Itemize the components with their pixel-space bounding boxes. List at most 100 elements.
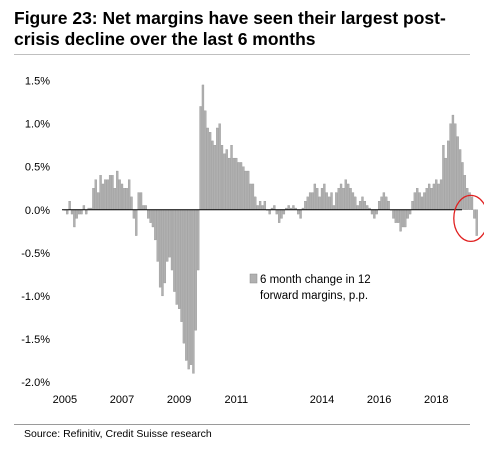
bar [230, 145, 233, 210]
bar [311, 192, 314, 210]
bar [137, 192, 140, 210]
bar [70, 209, 74, 215]
bar [425, 188, 428, 210]
bar [127, 179, 131, 210]
bar [408, 209, 412, 215]
bar [316, 188, 319, 210]
bar [85, 209, 88, 215]
x-tick-label: 2005 [53, 394, 77, 406]
title-divider [14, 54, 470, 55]
bar [199, 106, 202, 210]
bar [180, 209, 183, 322]
bar [218, 123, 221, 210]
bar [123, 188, 126, 210]
x-tick-label: 2016 [367, 394, 391, 406]
legend-label: 6 month change in 12 [260, 274, 371, 286]
bar [173, 209, 176, 292]
bar [287, 205, 290, 210]
bar [418, 192, 421, 210]
bar [442, 145, 445, 210]
bar [430, 188, 433, 210]
bar [142, 205, 145, 210]
bar [420, 196, 424, 210]
bar [451, 114, 455, 210]
bar [401, 209, 405, 228]
bar [439, 179, 443, 210]
bar [358, 201, 362, 210]
bar [163, 209, 167, 284]
bar [382, 192, 386, 210]
bar [225, 149, 228, 210]
bar [347, 183, 350, 210]
bar [404, 209, 407, 228]
bar [304, 201, 307, 210]
bar [377, 201, 381, 210]
bar [177, 209, 181, 309]
bar [268, 209, 271, 215]
bar [158, 209, 162, 288]
legend: 6 month change in 12 forward margins, p.p… [249, 273, 371, 302]
bar [166, 209, 169, 262]
bar [232, 157, 236, 210]
bar [227, 157, 231, 210]
y-tick-label: 0.5% [25, 162, 50, 174]
bar [318, 196, 321, 210]
bar [375, 209, 378, 215]
bar [366, 205, 369, 210]
bar [189, 209, 193, 365]
bar [223, 153, 226, 210]
bar [330, 192, 333, 210]
highlight-circle [453, 194, 484, 243]
y-tick-label: -2.0% [21, 377, 50, 389]
x-tick-label: 2009 [167, 394, 191, 406]
bar [101, 183, 105, 210]
bar [427, 183, 431, 210]
bar [99, 175, 102, 210]
bar [204, 110, 207, 210]
source-note: Source: Refinitiv, Credit Suisse researc… [24, 428, 212, 440]
bar [363, 201, 367, 210]
bar [118, 179, 121, 210]
bar [475, 209, 478, 236]
figure-title: Figure 23: Net margins have seen their l… [14, 8, 446, 49]
bar [299, 209, 302, 219]
bar [470, 196, 474, 210]
bar [197, 209, 200, 271]
bar [66, 209, 69, 215]
bar [344, 179, 347, 210]
bar [411, 201, 414, 210]
y-tick-label: -1.0% [21, 291, 50, 303]
annotation-layer [453, 194, 484, 243]
bar [97, 192, 100, 210]
legend-swatch [249, 273, 258, 284]
bar [335, 192, 338, 210]
bar-series [63, 84, 478, 374]
bar [397, 209, 400, 223]
bar [130, 196, 133, 210]
bar [68, 201, 71, 210]
bar [468, 192, 471, 210]
bar [392, 209, 395, 219]
y-tick-label: 0.0% [25, 205, 50, 217]
bar [104, 179, 107, 210]
bar [261, 205, 264, 210]
bar [242, 166, 245, 210]
bar [332, 205, 336, 210]
bar [327, 196, 331, 210]
bar [75, 209, 78, 219]
bar [73, 209, 76, 228]
bar [113, 188, 117, 210]
bar [254, 196, 257, 210]
y-axis: 1.5% 1.0% 0.5% 0.0% -0.5% -1.0% -1.5% -2.0% [21, 76, 50, 389]
bar [125, 188, 128, 210]
bar [370, 209, 374, 215]
y-tick-label: 1.5% [25, 76, 50, 88]
bar [473, 209, 476, 219]
x-tick-label: 2011 [224, 394, 248, 406]
bar [80, 209, 83, 215]
bar [463, 175, 467, 210]
bar [399, 209, 402, 232]
bar [461, 162, 464, 210]
bar [423, 192, 426, 210]
